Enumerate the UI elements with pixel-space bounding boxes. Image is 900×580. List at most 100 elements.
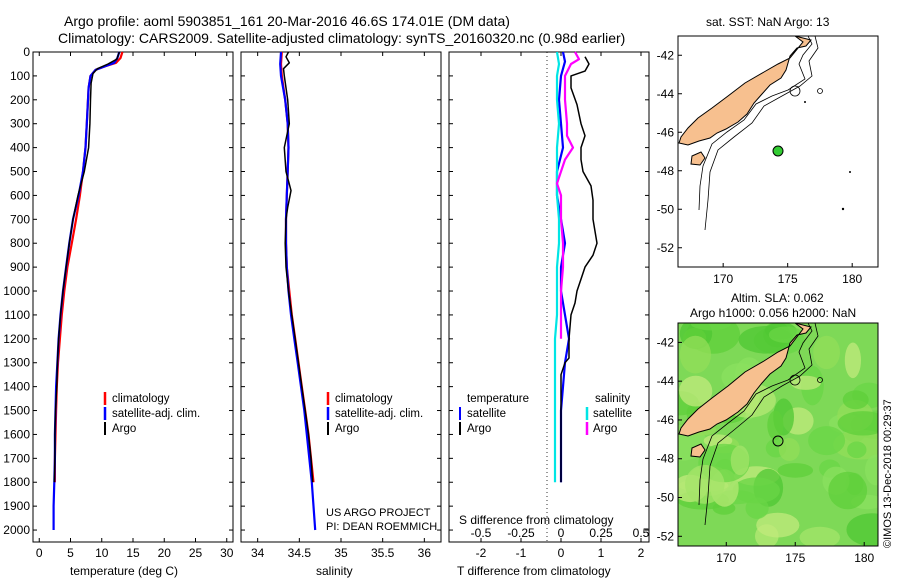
- difference-x-label2: S difference from climatology: [459, 513, 614, 527]
- sla-blob: [808, 426, 846, 456]
- series-line-s-argo: [555, 51, 581, 339]
- legend-label-argo: Argo: [112, 423, 136, 435]
- figure-title-line2: Climatology: CARS2009. Satellite-adjuste…: [58, 30, 625, 46]
- legend-label-t-satellite: satellite: [467, 408, 506, 420]
- x-tick-label: 34: [251, 546, 265, 560]
- x-tick-label: 1: [598, 546, 605, 560]
- lat-tick-label: -42: [657, 48, 675, 62]
- sla-blob: [745, 497, 769, 519]
- isobath-1000: [698, 36, 813, 211]
- x-tick-label: 0: [36, 546, 43, 560]
- lon-tick-label: 170: [716, 551, 736, 565]
- depth-tick-label: 1700: [3, 451, 30, 465]
- sla-map-lat-axis: -42 -44 -46 -48 -50 -52: [657, 335, 682, 543]
- lat-tick-label: -46: [657, 413, 675, 427]
- series-line-argo: [53, 51, 121, 483]
- legend-label-argo: Argo: [335, 423, 359, 435]
- salinity-difference-x-axis: -0.5 -0.25 0 0.25 0.5: [471, 526, 650, 540]
- sst-map-panel: sat. SST: NaN Argo: 13 170 175 180 -42-44-…: [657, 15, 879, 286]
- lat-tick-label: -44: [657, 374, 675, 388]
- x-tick-label: 20: [158, 546, 172, 560]
- x-tick-label: 34.5: [288, 546, 312, 560]
- temperature-legend: climatology satellite-adj. clim. Argo: [103, 392, 200, 435]
- sla-map-panel: Altim. SLA: 0.062 Argo h1000: 0.056 h200…: [657, 291, 894, 565]
- depth-tick-label: 100: [10, 69, 30, 83]
- series-line-s-satellite: [553, 51, 561, 483]
- sla-blob: [813, 335, 840, 370]
- salinity-x-label: salinity: [316, 564, 353, 578]
- x2-tick-label: -0.5: [471, 526, 492, 540]
- profile-location-marker: [772, 435, 784, 447]
- south-island-land: [678, 36, 812, 146]
- lat-tick-label: -48: [657, 452, 675, 466]
- sla-blob: [837, 411, 878, 436]
- sla-blob: [679, 375, 713, 407]
- lon-tick-label: 175: [778, 272, 798, 286]
- sst-map-frame: [677, 35, 879, 268]
- sla-blob: [842, 390, 869, 410]
- stewart-island-land: [690, 443, 706, 458]
- salinity-depth-ticks: [241, 51, 441, 531]
- sla-blob: [778, 438, 800, 461]
- sst-map-lat-axis: -42 -44 -46 -48 -50 -52: [657, 48, 682, 255]
- difference-panel: -2 -1 0 1 2 -0.5 -0.25 0 0.25 0.5 T difference f…: [448, 51, 650, 578]
- sla-blob: [756, 512, 800, 538]
- small-island: [849, 171, 851, 173]
- sla-blob: [777, 463, 814, 478]
- sst-map-lon-axis: 170 175 180: [713, 263, 863, 286]
- lat-tick-label: -52: [657, 529, 675, 543]
- x-tick-label: 10: [95, 546, 109, 560]
- x-tick-label: 35: [334, 546, 348, 560]
- depth-tick-label: 1400: [3, 380, 30, 394]
- south-island-land: [678, 323, 812, 437]
- salinity-axes-box: [240, 51, 442, 543]
- sla-blob: [790, 375, 821, 390]
- temperature-panel: 0100200300400500600700800900100011001200…: [3, 45, 233, 578]
- isobath-2000: [704, 323, 819, 526]
- legend-header-salinity: salinity: [595, 393, 630, 405]
- salinity-x-axis: 34 34.5 35 35.5 36: [251, 52, 431, 560]
- depth-tick-label: 700: [10, 212, 30, 226]
- sla-map-title-line2: Argo h1000: 0.056 h2000: NaN: [690, 306, 856, 320]
- lat-tick-label: -42: [657, 335, 675, 349]
- small-island: [841, 207, 845, 211]
- credit-line1: US ARGO PROJECT: [326, 507, 431, 519]
- x-tick-label: 5: [67, 546, 74, 560]
- depth-tick-label: 1900: [3, 499, 30, 513]
- lat-tick-label: -44: [657, 87, 675, 101]
- temperature-series: [52, 51, 124, 530]
- sla-blob: [828, 471, 868, 510]
- credit-line2: PI: DEAN ROEMMICH: [326, 521, 437, 533]
- series-line-satellite-adj-clim-: [279, 51, 317, 531]
- small-island: [817, 377, 823, 383]
- sla-map-frame: [677, 322, 879, 547]
- sla-blob: [799, 526, 840, 546]
- legend-label-t-argo: Argo: [467, 423, 491, 435]
- x-tick-label: -2: [476, 546, 487, 560]
- x-tick-label: 0: [558, 546, 565, 560]
- depth-tick-label: 500: [10, 165, 30, 179]
- depth-tick-label: 1200: [3, 332, 30, 346]
- salinity-series: [279, 51, 317, 531]
- depth-tick-label: 2000: [3, 523, 30, 537]
- depth-tick-label: 400: [10, 141, 30, 155]
- sla-blob: [846, 513, 878, 546]
- depth-tick-label: 0: [23, 45, 30, 59]
- sla-blob: [847, 441, 867, 459]
- depth-axis: 0 100 200 300 400 500 600 700 800 900 1000 1100 1200…: [3, 45, 233, 537]
- depth-tick-label: 900: [10, 260, 30, 274]
- difference-axes-box: [448, 51, 650, 543]
- legend-label-s-satellite: satellite: [593, 408, 632, 420]
- temperature-x-label: temperature (deg C): [70, 564, 178, 578]
- depth-tick-label: 300: [10, 117, 30, 131]
- chatham-island: [789, 374, 801, 386]
- difference-series: [553, 51, 598, 483]
- difference-x-label: T difference from climatology: [457, 564, 611, 578]
- depth-tick-label: 1300: [3, 356, 30, 370]
- small-island: [817, 88, 823, 94]
- lat-tick-label: -48: [657, 164, 675, 178]
- x2-tick-label: -0.25: [507, 526, 535, 540]
- x-tick-label: 30: [220, 546, 234, 560]
- sla-blob: [685, 464, 725, 504]
- salinity-panel: 34 34.5 35 35.5 36 salinity climatology sate…: [240, 51, 442, 578]
